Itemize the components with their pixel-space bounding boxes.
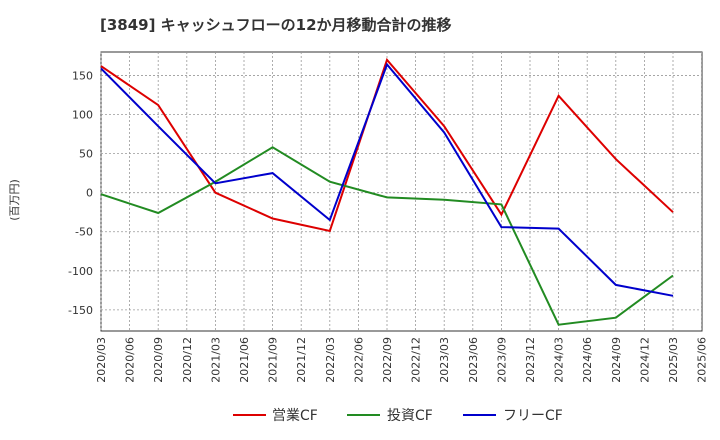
chart-title: [3849] キャッシュフローの12か月移動合計の推移 — [100, 16, 452, 34]
x-tick-label: 2021/09 — [267, 337, 280, 383]
x-tick-label: 2025/06 — [696, 337, 709, 383]
x-tick-label: 2023/03 — [438, 337, 451, 383]
legend-label-free-cf: フリーCF — [503, 408, 563, 424]
y-tick-label: 0 — [86, 187, 93, 200]
x-tick-label: 2024/03 — [553, 337, 566, 383]
x-tick-label: 2020/09 — [152, 337, 165, 383]
legend-item-free-cf: フリーCF — [463, 408, 563, 424]
x-tick-label: 2024/12 — [638, 337, 651, 383]
x-tick-label: 2022/09 — [381, 337, 394, 383]
y-tick-label: -50 — [75, 226, 93, 239]
x-tick-label: 2021/12 — [295, 337, 308, 383]
x-tick-label: 2020/06 — [124, 337, 137, 383]
x-tick-label: 2025/03 — [667, 337, 680, 383]
legend: 営業CF 投資CF フリーCF — [233, 408, 563, 424]
y-tick-label: -150 — [68, 304, 93, 317]
x-tick-label: 2023/09 — [495, 337, 508, 383]
x-tick-label: 2020/03 — [95, 337, 108, 383]
x-axis-ticks: 2020/03 2020/06 2020/09 2020/12 2021/03 2021/… — [95, 337, 709, 383]
y-axis-label: (百万円) — [8, 179, 21, 221]
y-tick-label: 150 — [72, 69, 93, 82]
x-tick-label: 2024/06 — [581, 337, 594, 383]
x-tick-label: 2021/06 — [238, 337, 251, 383]
y-tick-label: 50 — [79, 148, 93, 161]
x-tick-label: 2022/03 — [324, 337, 337, 383]
plot-area — [100, 51, 703, 332]
x-tick-label: 2023/12 — [524, 337, 537, 383]
x-tick-label: 2021/03 — [209, 337, 222, 383]
series-line-2 — [100, 62, 674, 297]
series-line-1 — [100, 146, 674, 326]
y-axis-ticks: 150 100 50 0 -50 -100 -150 — [68, 69, 93, 316]
x-tick-label: 2020/12 — [181, 337, 194, 383]
legend-label-operating-cf: 営業CF — [272, 408, 318, 424]
y-tick-label: 100 — [72, 109, 93, 122]
x-tick-label: 2024/09 — [610, 337, 623, 383]
x-tick-label: 2022/06 — [352, 337, 365, 383]
legend-item-investing-cf: 投資CF — [347, 408, 433, 424]
legend-label-investing-cf: 投資CF — [387, 408, 433, 424]
y-tick-label: -100 — [68, 265, 93, 278]
x-tick-label: 2023/06 — [467, 337, 480, 383]
legend-item-operating-cf: 営業CF — [233, 408, 318, 424]
grid — [100, 52, 702, 331]
series-lines — [100, 57, 674, 326]
x-tick-label: 2022/12 — [410, 337, 423, 383]
